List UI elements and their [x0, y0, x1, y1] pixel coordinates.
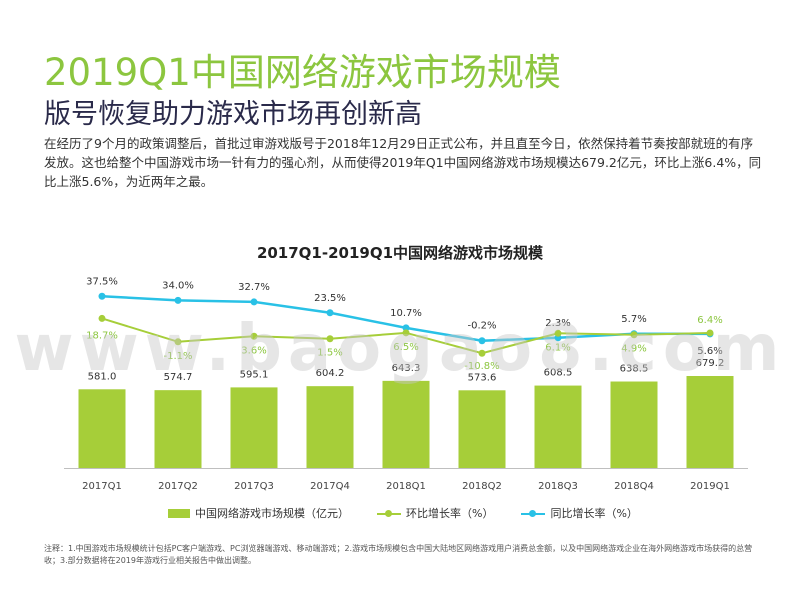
mom-point-2019Q1 — [706, 329, 714, 337]
yoy-label-2018Q3: 2.3% — [545, 318, 570, 329]
mom-point-2017Q4 — [326, 335, 334, 343]
legend-item-yoy: 同比增长率（%） — [521, 505, 638, 521]
bar-2017Q3 — [230, 387, 278, 468]
mom-label-2018Q4: 4.9% — [621, 344, 646, 355]
bar-label-2018Q2: 573.6 — [468, 372, 497, 383]
bar-2018Q3 — [534, 385, 582, 468]
mom-label-2017Q1: 18.7% — [86, 330, 118, 341]
mom-label-2019Q1: 6.4% — [697, 315, 722, 326]
bar-2017Q4 — [306, 386, 354, 468]
mom-point-2018Q2 — [478, 349, 486, 357]
x-tick-2019Q1: 2019Q1 — [690, 481, 730, 492]
body-paragraph: 在经历了9个月的政策调整后，首批过审游戏版号于2018年12月29日正式公布，并… — [44, 136, 762, 189]
mom-point-2018Q3 — [554, 329, 562, 337]
yoy-point-2018Q1 — [402, 324, 410, 332]
x-tick-2017Q3: 2017Q3 — [234, 481, 274, 492]
x-tick-2018Q2: 2018Q2 — [462, 481, 502, 492]
x-tick-2017Q1: 2017Q1 — [82, 481, 122, 492]
page-subtitle: 版号恢复助力游戏市场再创新高 — [44, 99, 422, 130]
chart-title: 2017Q1-2019Q1中国网络游戏市场规模 — [256, 244, 544, 262]
yoy-label-2018Q4: 5.7% — [621, 314, 646, 325]
mom-label-2017Q4: 1.5% — [317, 348, 342, 359]
legend-yoy-swatch — [521, 509, 546, 518]
legend-mom-label: 环比增长率（%） — [406, 507, 494, 520]
legend-bar-swatch — [168, 508, 190, 518]
mom-label-2018Q3: 6.1% — [545, 342, 570, 353]
legend-mom-swatch — [377, 509, 401, 518]
bar-label-2017Q1: 581.0 — [88, 371, 117, 382]
bar-label-2018Q1: 643.3 — [392, 363, 421, 374]
mom-point-2018Q4 — [630, 331, 638, 339]
chart-legend: 中国网络游戏市场规模（亿元） 环比增长率（%） 同比增长率（%） — [168, 505, 666, 521]
yoy-label-2019Q1: 5.6% — [697, 346, 722, 357]
bar-2019Q1 — [686, 376, 734, 468]
x-tick-2018Q4: 2018Q4 — [614, 481, 654, 492]
bar-label-2017Q4: 604.2 — [316, 368, 345, 379]
legend-yoy-label: 同比增长率（%） — [550, 507, 638, 520]
yoy-point-2017Q1 — [98, 292, 106, 300]
x-tick-2017Q4: 2017Q4 — [310, 481, 350, 492]
yoy-label-2017Q4: 23.5% — [314, 293, 346, 304]
x-tick-2018Q3: 2018Q3 — [538, 481, 578, 492]
bar-2017Q2 — [154, 390, 202, 468]
legend-item-bar: 中国网络游戏市场规模（亿元） — [168, 505, 349, 521]
yoy-point-2017Q4 — [326, 309, 334, 317]
bar-label-2018Q4: 638.5 — [620, 364, 649, 375]
yoy-label-2017Q2: 34.0% — [162, 280, 194, 291]
mom-label-2017Q3: 3.6% — [241, 345, 266, 356]
yoy-point-2017Q3 — [250, 298, 258, 306]
yoy-label-2018Q1: 10.7% — [390, 308, 422, 319]
bar-label-2017Q2: 574.7 — [164, 372, 193, 383]
x-tick-2017Q2: 2017Q2 — [158, 481, 198, 492]
bar-2018Q2 — [458, 390, 506, 468]
footnote: 注释：1.中国游戏市场规模统计包括PC客户端游戏、PC浏览器端游戏、移动端游戏；… — [44, 544, 753, 565]
legend-bar-label: 中国网络游戏市场规模（亿元） — [195, 507, 349, 520]
mom-point-2017Q3 — [250, 332, 258, 340]
yoy-point-2017Q2 — [174, 296, 182, 304]
bar-label-2017Q3: 595.1 — [240, 369, 269, 380]
yoy-label-2018Q2: -0.2% — [467, 321, 496, 332]
bar-2018Q1 — [382, 380, 430, 468]
bar-2017Q1 — [78, 389, 126, 468]
yoy-label-2017Q3: 32.7% — [238, 282, 270, 293]
bar-label-2019Q1: 679.2 — [696, 358, 725, 369]
mom-label-2017Q2: -1.1% — [163, 351, 192, 362]
mom-label-2018Q1: 6.5% — [393, 342, 418, 353]
bar-label-2018Q3: 608.5 — [544, 368, 573, 379]
legend-item-mom: 环比增长率（%） — [377, 505, 493, 521]
yoy-point-2018Q2 — [478, 337, 486, 345]
yoy-label-2017Q1: 37.5% — [86, 276, 118, 287]
page-title: 2019Q1中国网络游戏市场规模 — [44, 51, 561, 94]
mom-point-2018Q1 — [402, 329, 410, 337]
mom-label-2018Q2: -10.8% — [464, 361, 499, 372]
x-tick-2018Q1: 2018Q1 — [386, 481, 426, 492]
mom-point-2017Q1 — [98, 314, 106, 322]
mom-point-2017Q2 — [174, 338, 182, 346]
bar-2018Q4 — [610, 381, 658, 468]
